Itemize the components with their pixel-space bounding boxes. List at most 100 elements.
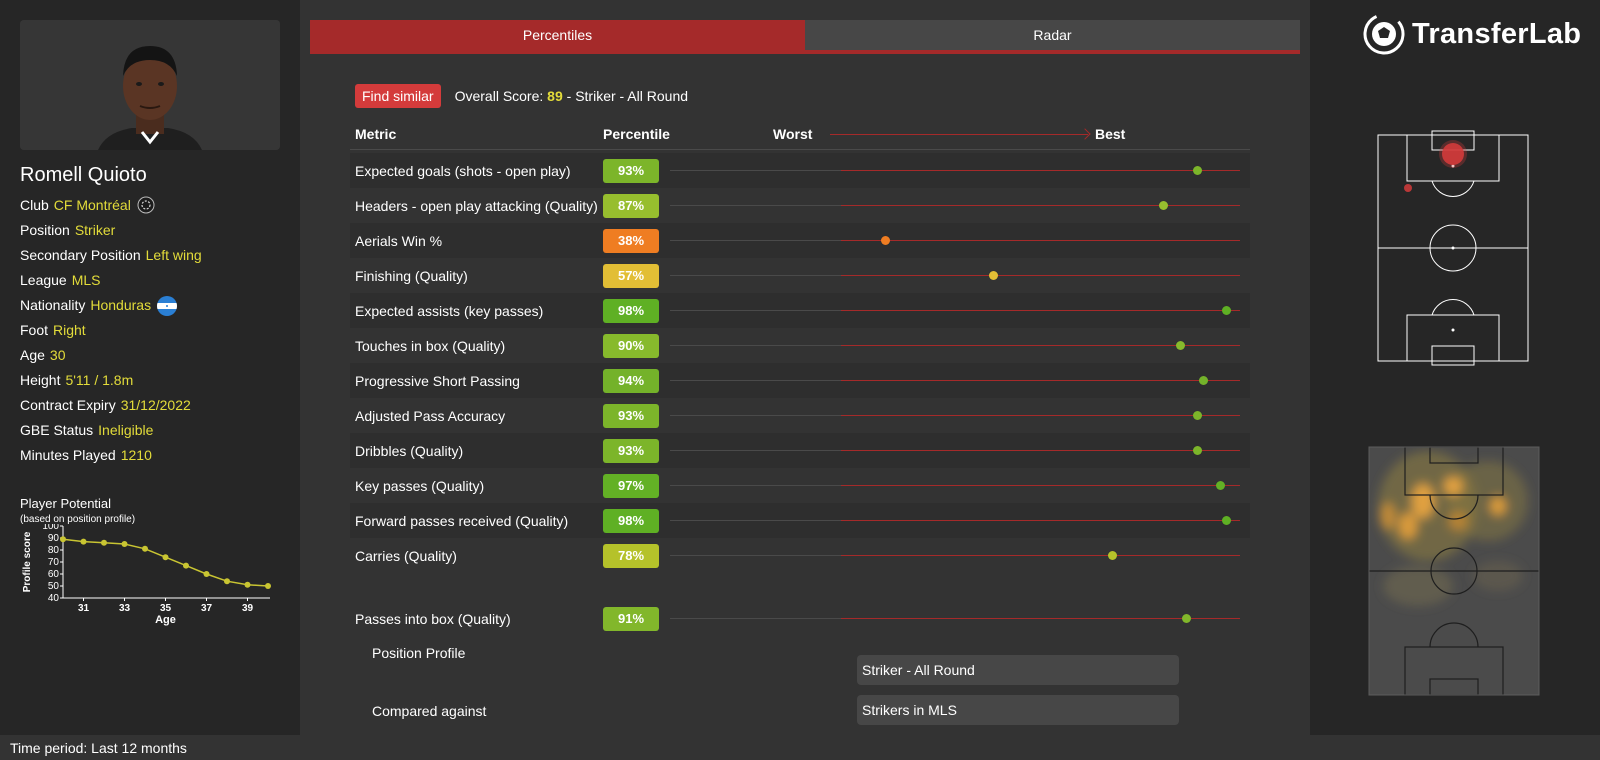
percentile-marker [1215,481,1225,490]
x-tick-label: 37 [201,603,213,614]
overall-score-suffix: - Striker - All Round [562,88,689,104]
player-detail-value: MLS [71,272,101,288]
percentile-marker [881,236,891,245]
potential-point [101,539,107,546]
header-metric: Metric [355,126,397,142]
percentile-badge: 94% [603,368,659,393]
metric-row: Passes into box (Quality) 91% [350,601,1250,636]
y-tick-label: 100 [42,524,59,532]
player-detail-label: League [20,272,67,288]
metric-row: Forward passes received (Quality) 98% [350,503,1250,538]
extra-metrics-table: Passes into box (Quality) 91% [350,601,1250,636]
metric-name: Forward passes received (Quality) [355,512,569,529]
metric-row: Expected goals (shots - open play) 93% [350,153,1250,188]
metric-name: Expected goals (shots - open play) [355,162,571,179]
header-percentile: Percentile [603,126,670,142]
player-detail-row: League MLS [20,271,202,296]
brand-name: TransferLab [1412,17,1582,50]
percentile-track [670,170,1240,171]
metric-name: Carries (Quality) [355,547,457,564]
player-sidebar: Romell Quioto Club CF Montréal Position Str… [0,0,300,735]
potential-point [224,578,230,585]
find-similar-button[interactable]: Find similar [355,84,441,108]
potential-point [60,536,66,543]
y-tick-label: 70 [48,557,60,568]
player-details: Club CF Montréal Position Striker Secondary … [20,196,202,471]
player-detail-row: Position Striker [20,221,202,246]
player-detail-label: Contract Expiry [20,397,116,413]
x-tick-label: 35 [160,603,172,614]
player-detail-row: Nationality Honduras [20,296,202,321]
worst-to-best-arrow-icon [830,134,1088,135]
percentile-marker [1159,201,1169,210]
header-worst: Worst [773,126,813,142]
potential-point [121,541,128,547]
football-logo-icon [1363,13,1405,55]
compared-against-label: Compared against [372,703,487,719]
player-detail-row: GBE Status Ineligible [20,421,202,446]
percentile-marker [1221,306,1231,315]
percentile-track [670,450,1240,451]
metric-row: Key passes (Quality) 97% [350,468,1250,503]
percentile-marker [1221,516,1231,525]
potential-point [244,581,251,588]
percentile-marker [1181,614,1191,623]
tab-percentiles[interactable]: Percentiles [310,20,805,50]
percentile-marker [1193,166,1203,175]
y-tick-label: 60 [48,569,60,580]
percentile-track [670,380,1240,381]
player-potential-title: Player Potential [20,496,112,511]
potential-point [142,545,148,552]
player-detail-row: Foot Right [20,321,202,346]
x-tick-label: 31 [78,603,90,614]
potential-point [80,538,87,545]
metric-row: Finishing (Quality) 57% [350,258,1250,293]
club-crest-icon [137,196,155,218]
player-detail-label: Height [20,372,61,388]
percentile-badge: 78% [603,543,659,568]
metrics-table: Expected goals (shots - open play) 93% Hea… [350,153,1250,573]
percentile-marker [1198,376,1208,385]
percentile-panel: Percentiles Radar Find similar Overall S… [300,0,1310,735]
percentile-marker [1193,411,1203,420]
player-detail-value: Honduras [90,297,152,313]
player-detail-row: Secondary Position Left wing [20,246,202,271]
potential-point [203,571,210,577]
percentile-track [670,555,1240,556]
metric-name: Dribbles (Quality) [355,442,464,459]
player-detail-value: Left wing [145,247,202,263]
percentile-track [670,415,1240,416]
percentile-badge: 97% [603,473,659,498]
compared-against-select[interactable]: Strikers in MLS [857,695,1179,725]
percentile-track [670,485,1240,486]
metric-name: Finishing (Quality) [355,267,468,284]
overall-score-value: 89 [547,88,563,104]
player-photo [20,20,280,150]
player-name: Romell Quioto [20,164,147,186]
pitch-panel: TransferLab [1310,0,1600,735]
player-detail-value: Right [53,322,86,338]
percentile-badge: 57% [603,263,659,288]
tab-radar[interactable]: Radar [805,20,1300,50]
metric-name: Expected assists (key passes) [355,302,544,319]
player-detail-value: Ineligible [98,422,154,438]
player-potential-chart: 40 50 60 70 80 90 100 31 33 35 37 39 Age Profile scor… [18,521,278,639]
y-tick-label: 40 [48,593,60,604]
potential-point [183,562,189,569]
metric-row: Adjusted Pass Accuracy 93% [350,398,1250,433]
y-tick-label: 80 [48,545,60,556]
percentile-track [670,240,1240,241]
position-profile-select[interactable]: Striker - All Round [857,655,1179,685]
player-detail-value: 30 [49,347,66,363]
player-detail-row: Contract Expiry 31/12/2022 [20,396,202,421]
player-potential-subtitle: (based on position profile) [20,514,136,525]
metric-name: Progressive Short Passing [355,372,520,389]
percentile-marker [989,271,999,280]
heatmap-pitch [1368,446,1540,701]
percentile-marker [1193,446,1203,455]
metric-row: Carries (Quality) 78% [350,538,1250,573]
overall-score-prefix: Overall Score: [454,88,548,104]
player-detail-row: Club CF Montréal [20,196,202,221]
percentile-track [670,205,1240,206]
